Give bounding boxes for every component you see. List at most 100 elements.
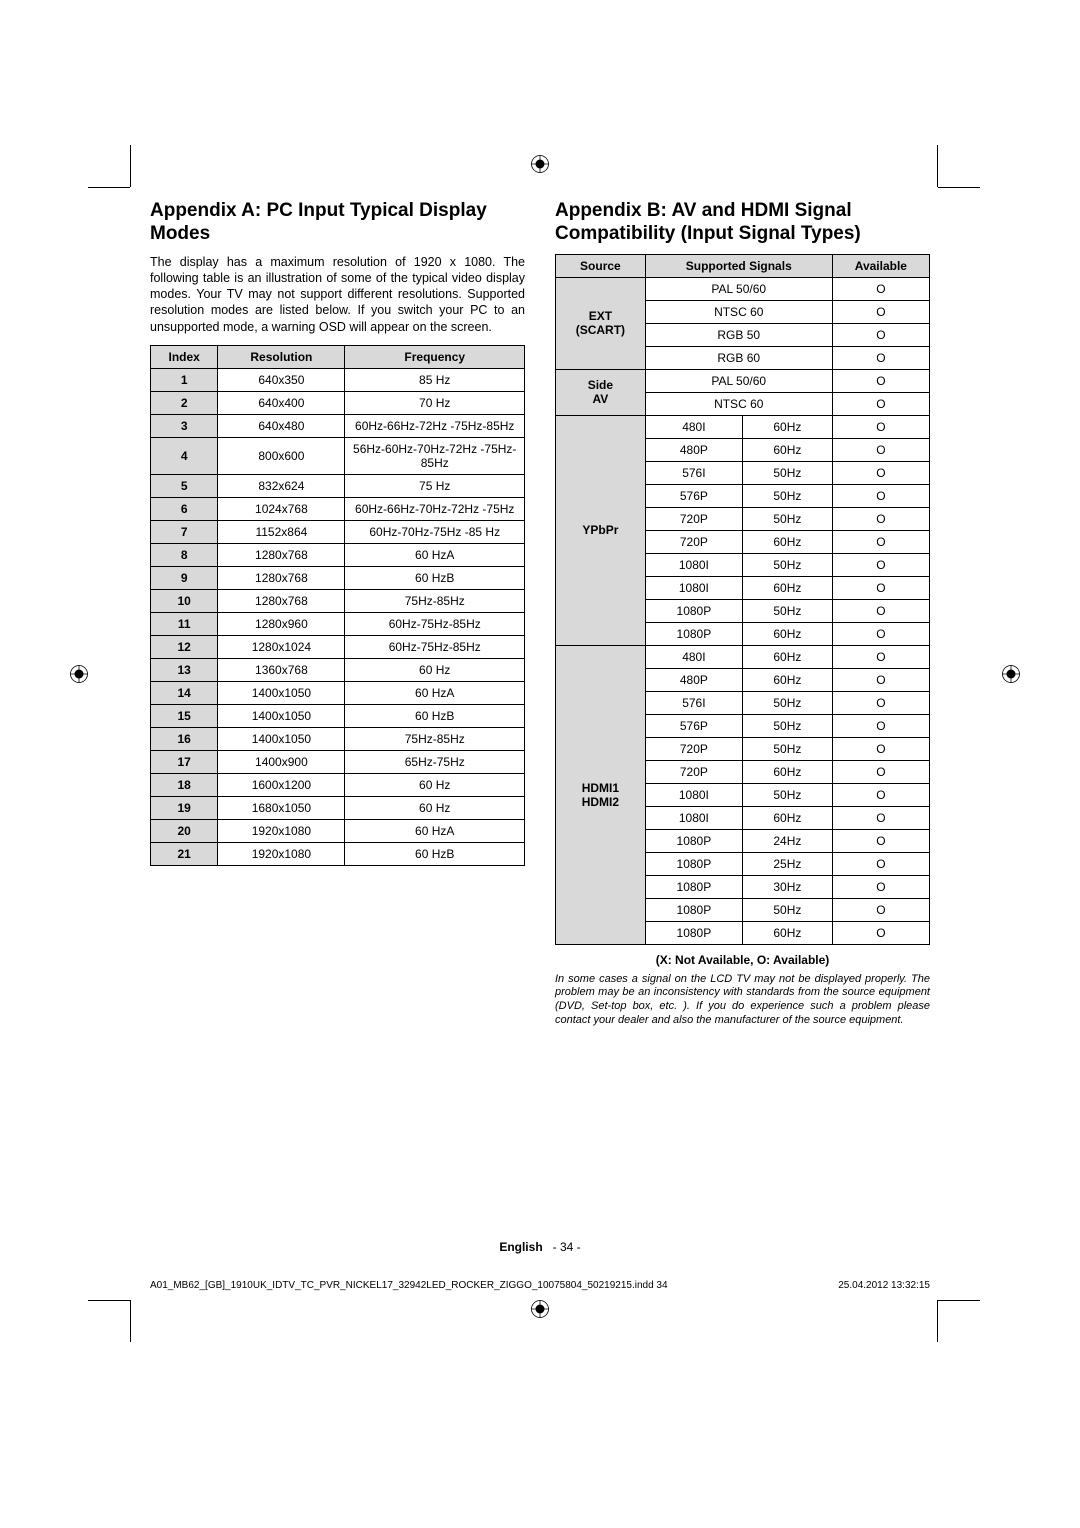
cell-signal: 1080P <box>645 622 742 645</box>
crop-mark <box>88 1300 130 1301</box>
table-row: 61024x76860Hz-66Hz-70Hz-72Hz -75Hz <box>151 497 525 520</box>
cell-index: 7 <box>151 520 218 543</box>
cell-index: 5 <box>151 474 218 497</box>
cell-frequency: 60Hz-75Hz-85Hz <box>345 635 525 658</box>
cell-freq: 60Hz <box>742 806 832 829</box>
cell-resolution: 1024x768 <box>218 497 345 520</box>
cell-available: O <box>832 691 929 714</box>
cell-resolution: 1400x1050 <box>218 704 345 727</box>
cell-frequency: 60Hz-66Hz-70Hz-72Hz -75Hz <box>345 497 525 520</box>
cell-resolution: 1680x1050 <box>218 796 345 819</box>
cell-freq: 60Hz <box>742 415 832 438</box>
th-frequency: Frequency <box>345 345 525 368</box>
cell-source: SideAV <box>556 369 646 415</box>
cell-frequency: 60Hz-66Hz-72Hz -75Hz-85Hz <box>345 414 525 437</box>
cell-resolution: 1400x1050 <box>218 727 345 750</box>
cell-frequency: 60Hz-75Hz-85Hz <box>345 612 525 635</box>
table-row: 1640x35085 Hz <box>151 368 525 391</box>
cell-resolution: 1152x864 <box>218 520 345 543</box>
cell-freq: 50Hz <box>742 898 832 921</box>
cell-available: O <box>832 530 929 553</box>
cell-frequency: 60 HzB <box>345 566 525 589</box>
cell-available: O <box>832 622 929 645</box>
cell-available: O <box>832 829 929 852</box>
cell-freq: 60Hz <box>742 622 832 645</box>
cell-signal: RGB 60 <box>645 346 832 369</box>
cell-available: O <box>832 599 929 622</box>
crop-mark <box>938 187 980 188</box>
cell-available: O <box>832 484 929 507</box>
table-row: SideAVPAL 50/60O <box>556 369 930 392</box>
table-row: 71152x86460Hz-70Hz-75Hz -85 Hz <box>151 520 525 543</box>
table-row: 211920x108060 HzB <box>151 842 525 865</box>
cell-signal: 1080I <box>645 576 742 599</box>
cell-index: 13 <box>151 658 218 681</box>
cell-signal: PAL 50/60 <box>645 369 832 392</box>
cell-source: EXT(SCART) <box>556 277 646 369</box>
cell-resolution: 1400x1050 <box>218 681 345 704</box>
cell-resolution: 1920x1080 <box>218 819 345 842</box>
cell-source: HDMI1HDMI2 <box>556 645 646 944</box>
cell-frequency: 60 HzA <box>345 819 525 842</box>
compat-note: In some cases a signal on the LCD TV may… <box>555 973 930 1028</box>
cell-frequency: 75Hz-85Hz <box>345 589 525 612</box>
cell-freq: 50Hz <box>742 507 832 530</box>
cell-signal: 1080P <box>645 599 742 622</box>
print-mark-icon <box>531 155 549 173</box>
cell-index: 17 <box>151 750 218 773</box>
cell-index: 8 <box>151 543 218 566</box>
cell-freq: 50Hz <box>742 599 832 622</box>
cell-available: O <box>832 852 929 875</box>
cell-available: O <box>832 507 929 530</box>
table-row: YPbPr480I60HzO <box>556 415 930 438</box>
table-row: 171400x90065Hz-75Hz <box>151 750 525 773</box>
cell-index: 12 <box>151 635 218 658</box>
cell-signal: 480I <box>645 645 742 668</box>
table-row: 191680x105060 Hz <box>151 796 525 819</box>
cell-resolution: 832x624 <box>218 474 345 497</box>
cell-freq: 60Hz <box>742 760 832 783</box>
cell-signal: 1080P <box>645 898 742 921</box>
cell-available: O <box>832 737 929 760</box>
cell-index: 3 <box>151 414 218 437</box>
cell-signal: 720P <box>645 530 742 553</box>
cell-signal: RGB 50 <box>645 323 832 346</box>
cell-resolution: 1280x768 <box>218 543 345 566</box>
print-date: 25.04.2012 13:32:15 <box>838 1280 930 1291</box>
cell-frequency: 70 Hz <box>345 391 525 414</box>
cell-available: O <box>832 415 929 438</box>
cell-available: O <box>832 300 929 323</box>
cell-resolution: 640x350 <box>218 368 345 391</box>
cell-available: O <box>832 714 929 737</box>
page-footer: English - 34 - <box>150 1240 930 1254</box>
cell-available: O <box>832 461 929 484</box>
th-resolution: Resolution <box>218 345 345 368</box>
cell-resolution: 1400x900 <box>218 750 345 773</box>
cell-signal: 1080I <box>645 783 742 806</box>
cell-freq: 50Hz <box>742 783 832 806</box>
table-row: 161400x105075Hz-85Hz <box>151 727 525 750</box>
cell-frequency: 85 Hz <box>345 368 525 391</box>
cell-signal: 480P <box>645 668 742 691</box>
crop-mark <box>937 145 938 187</box>
cell-available: O <box>832 875 929 898</box>
cell-index: 6 <box>151 497 218 520</box>
cell-frequency: 60 HzA <box>345 543 525 566</box>
cell-resolution: 800x600 <box>218 437 345 474</box>
cell-resolution: 1920x1080 <box>218 842 345 865</box>
table-row: 201920x108060 HzA <box>151 819 525 842</box>
crop-mark <box>130 1300 131 1342</box>
cell-index: 19 <box>151 796 218 819</box>
cell-available: O <box>832 898 929 921</box>
cell-freq: 60Hz <box>742 645 832 668</box>
cell-available: O <box>832 369 929 392</box>
cell-freq: 60Hz <box>742 438 832 461</box>
cell-index: 2 <box>151 391 218 414</box>
cell-freq: 50Hz <box>742 714 832 737</box>
cell-signal: 1080P <box>645 921 742 944</box>
print-info: A01_MB62_[GB]_1910UK_IDTV_TC_PVR_NICKEL1… <box>150 1280 930 1291</box>
table-row: 101280x76875Hz-85Hz <box>151 589 525 612</box>
cell-freq: 24Hz <box>742 829 832 852</box>
cell-index: 18 <box>151 773 218 796</box>
table-row: 121280x102460Hz-75Hz-85Hz <box>151 635 525 658</box>
